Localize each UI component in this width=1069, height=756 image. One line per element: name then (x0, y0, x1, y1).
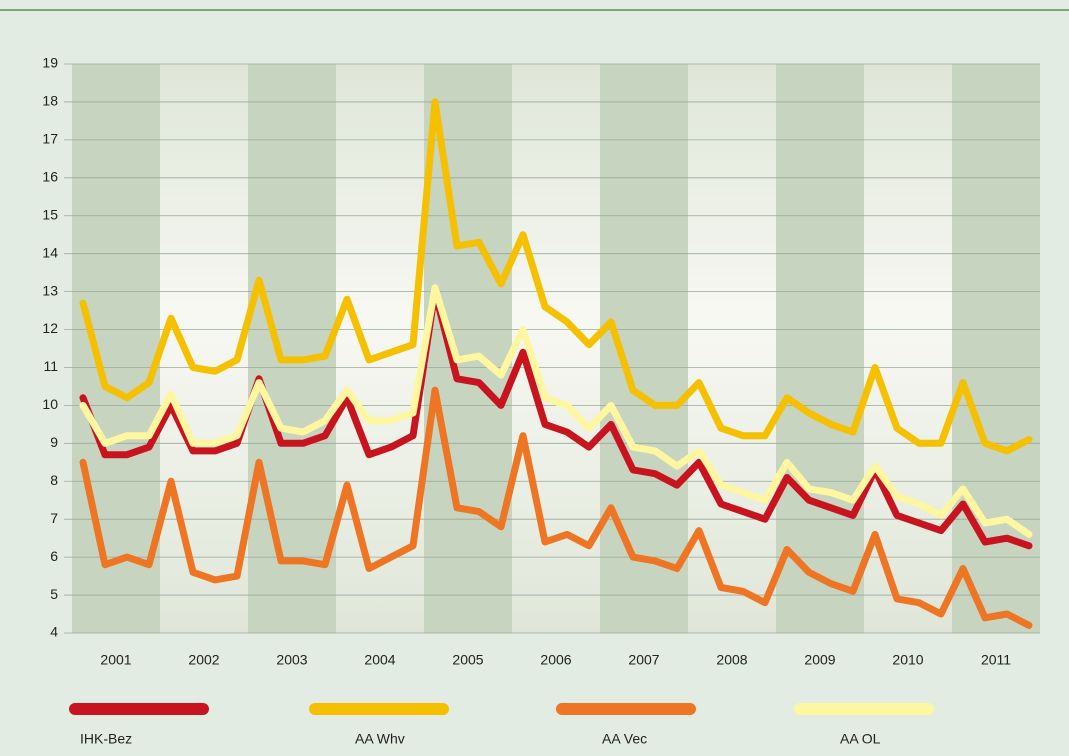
y-tick-label: 13 (42, 282, 58, 298)
y-tick-label: 16 (42, 169, 58, 185)
year-band (72, 64, 160, 633)
x-tick-label: 2009 (804, 652, 835, 668)
legend-label: AA OL (840, 731, 881, 747)
y-tick-label: 15 (42, 206, 58, 222)
y-tick-label: 17 (42, 131, 58, 147)
x-tick-label: 2004 (364, 652, 395, 668)
year-band (776, 64, 864, 633)
legend-label: AA Vec (602, 731, 647, 747)
y-tick-label: 14 (42, 244, 58, 260)
year-band (248, 64, 336, 633)
y-tick-label: 5 (50, 586, 58, 602)
y-tick-label: 8 (50, 472, 58, 488)
x-tick-label: 2007 (628, 652, 659, 668)
y-tick-label: 7 (50, 510, 58, 526)
y-tick-label: 9 (50, 434, 58, 450)
y-tick-label: 11 (43, 358, 58, 374)
legend-label: IHK-Bez (80, 731, 132, 747)
series-line (79, 386, 1033, 629)
x-tick-label: 2006 (540, 652, 571, 668)
y-tick-label: 12 (42, 320, 58, 336)
series-line (79, 284, 1033, 538)
x-tick-label: 2003 (276, 652, 307, 668)
year-band (688, 64, 776, 633)
x-tick-label: 2001 (100, 652, 131, 668)
year-band (600, 64, 688, 633)
year-band (160, 64, 248, 633)
series-line (79, 98, 1033, 455)
year-band (424, 64, 512, 633)
x-tick-label: 2005 (452, 652, 483, 668)
y-tick-label: 10 (42, 396, 58, 412)
x-tick-label: 2011 (981, 652, 1011, 668)
y-tick-label: 18 (42, 93, 58, 109)
y-tick-label: 4 (50, 624, 58, 640)
x-tick-label: 2010 (892, 652, 923, 668)
x-tick-label: 2002 (188, 652, 219, 668)
legend-label: AA Whv (355, 731, 405, 747)
y-tick-label: 19 (42, 55, 58, 71)
x-tick-label: 2008 (716, 652, 747, 668)
y-tick-label: 6 (50, 548, 58, 564)
